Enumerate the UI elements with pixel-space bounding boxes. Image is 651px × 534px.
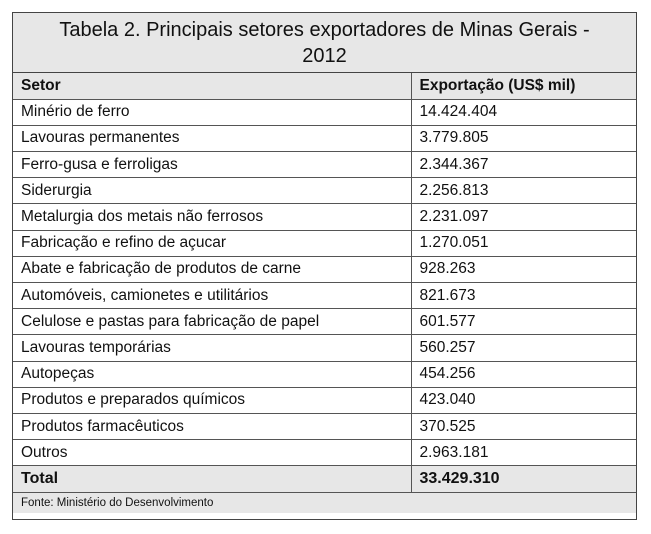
export-value-cell: 601.577 bbox=[410, 308, 636, 336]
export-value-cell: 928.263 bbox=[410, 256, 636, 284]
sector-cell: Autopeças bbox=[13, 361, 411, 388]
export-value-cell: 821.673 bbox=[410, 282, 636, 310]
table-row: Abate e fabricação de produtos de carne 9… bbox=[13, 256, 636, 284]
sector-cell: Automóveis, camionetes e utilitários bbox=[13, 282, 411, 310]
sector-cell: Celulose e pastas para fabricação de pap… bbox=[13, 308, 411, 336]
column-header-export: Exportação (US$ mil) bbox=[410, 73, 636, 100]
sector-cell: Outros bbox=[13, 439, 411, 467]
export-value-cell: 2.344.367 bbox=[410, 151, 636, 179]
export-value-cell: 3.779.805 bbox=[410, 125, 636, 153]
export-value-cell: 14.424.404 bbox=[410, 99, 636, 126]
table-title: Tabela 2. Principais setores exportadore… bbox=[13, 13, 636, 73]
table-row: Lavouras permanentes 3.779.805 bbox=[13, 125, 636, 153]
table-source: Fonte: Ministério do Desenvolvimento bbox=[13, 492, 636, 513]
sector-cell: Produtos e preparados químicos bbox=[13, 387, 411, 414]
sector-cell: Ferro-gusa e ferroligas bbox=[13, 151, 411, 179]
export-value-cell: 1.270.051 bbox=[410, 230, 636, 257]
sector-cell: Minério de ferro bbox=[13, 99, 411, 126]
table-row: Automóveis, camionetes e utilitários 821.… bbox=[13, 282, 636, 310]
export-table: Setor Exportação (US$ mil) Minério de fe… bbox=[13, 73, 636, 493]
table-row: Celulose e pastas para fabricação de pap… bbox=[13, 308, 636, 336]
export-value-cell: 2.231.097 bbox=[410, 203, 636, 231]
sector-cell: Produtos farmacêuticos bbox=[13, 413, 411, 441]
sector-cell: Metalurgia dos metais não ferrosos bbox=[13, 203, 411, 231]
sector-cell: Fabricação e refino de açucar bbox=[13, 230, 411, 257]
table-row: Fabricação e refino de açucar 1.270.051 bbox=[13, 230, 636, 257]
total-label-cell: Total bbox=[13, 465, 411, 493]
table-row: Siderurgia 2.256.813 bbox=[13, 177, 636, 205]
table-row: Minério de ferro 14.424.404 bbox=[13, 99, 636, 126]
table-row: Outros 2.963.181 bbox=[13, 439, 636, 467]
table-row: Produtos farmacêuticos 370.525 bbox=[13, 413, 636, 441]
export-value-cell: 454.256 bbox=[410, 361, 636, 388]
export-value-cell: 560.257 bbox=[410, 334, 636, 362]
sector-cell: Lavouras temporárias bbox=[13, 334, 411, 362]
column-header-sector: Setor bbox=[13, 73, 411, 100]
export-value-cell: 370.525 bbox=[410, 413, 636, 441]
total-row: Total 33.429.310 bbox=[13, 465, 636, 493]
table-row: Produtos e preparados químicos 423.040 bbox=[13, 387, 636, 414]
export-table-frame: Tabela 2. Principais setores exportadore… bbox=[12, 12, 637, 520]
table-row: Metalurgia dos metais não ferrosos 2.231.… bbox=[13, 203, 636, 231]
total-value-cell: 33.429.310 bbox=[410, 465, 636, 493]
table-row: Autopeças 454.256 bbox=[13, 361, 636, 388]
sector-cell: Siderurgia bbox=[13, 177, 411, 205]
export-value-cell: 423.040 bbox=[410, 387, 636, 414]
export-value-cell: 2.963.181 bbox=[410, 439, 636, 467]
table-row: Lavouras temporárias 560.257 bbox=[13, 334, 636, 362]
export-value-cell: 2.256.813 bbox=[410, 177, 636, 205]
sector-cell: Lavouras permanentes bbox=[13, 125, 411, 153]
table-row: Ferro-gusa e ferroligas 2.344.367 bbox=[13, 151, 636, 179]
sector-cell: Abate e fabricação de produtos de carne bbox=[13, 256, 411, 284]
header-row: Setor Exportação (US$ mil) bbox=[13, 73, 636, 100]
